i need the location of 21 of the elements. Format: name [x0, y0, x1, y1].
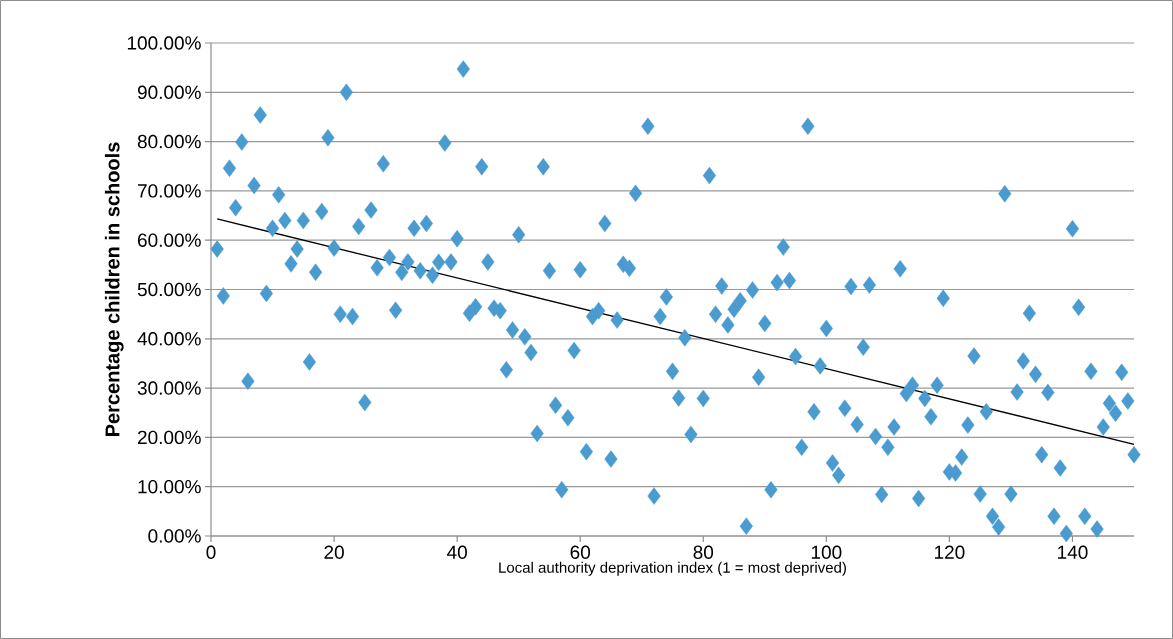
y-tick-label: 90.00%	[137, 85, 201, 100]
x-tick-label: 140	[1058, 545, 1088, 559]
x-tick-label: 60	[570, 545, 591, 559]
x-tick-label: 0	[206, 545, 216, 559]
y-axis-title: Percentage children in schools	[104, 142, 124, 436]
y-tick-label: 40.00%	[137, 332, 201, 346]
x-tick-label: 120	[934, 545, 965, 559]
y-tick-label: 80.00%	[137, 134, 201, 149]
x-tick-label: 100	[811, 545, 842, 559]
y-tick-label: 30.00%	[137, 381, 201, 395]
x-tick-label: 80	[693, 545, 714, 559]
y-tick-label: 100.00%	[127, 36, 201, 50]
y-tick-label: 20.00%	[137, 430, 201, 445]
y-tick-label: 70.00%	[138, 184, 201, 198]
x-tick-label: 20	[324, 545, 344, 559]
x-axis-title: Local authority deprivation index (1 = most deprived)	[499, 561, 846, 576]
y-tick-label: 60.00%	[137, 233, 201, 247]
y-tick-label: 0.00%	[148, 529, 201, 543]
y-tick-label: 50.00%	[137, 282, 201, 297]
y-tick-label: 10.00%	[138, 479, 201, 494]
x-tick-label: 40	[447, 545, 467, 559]
